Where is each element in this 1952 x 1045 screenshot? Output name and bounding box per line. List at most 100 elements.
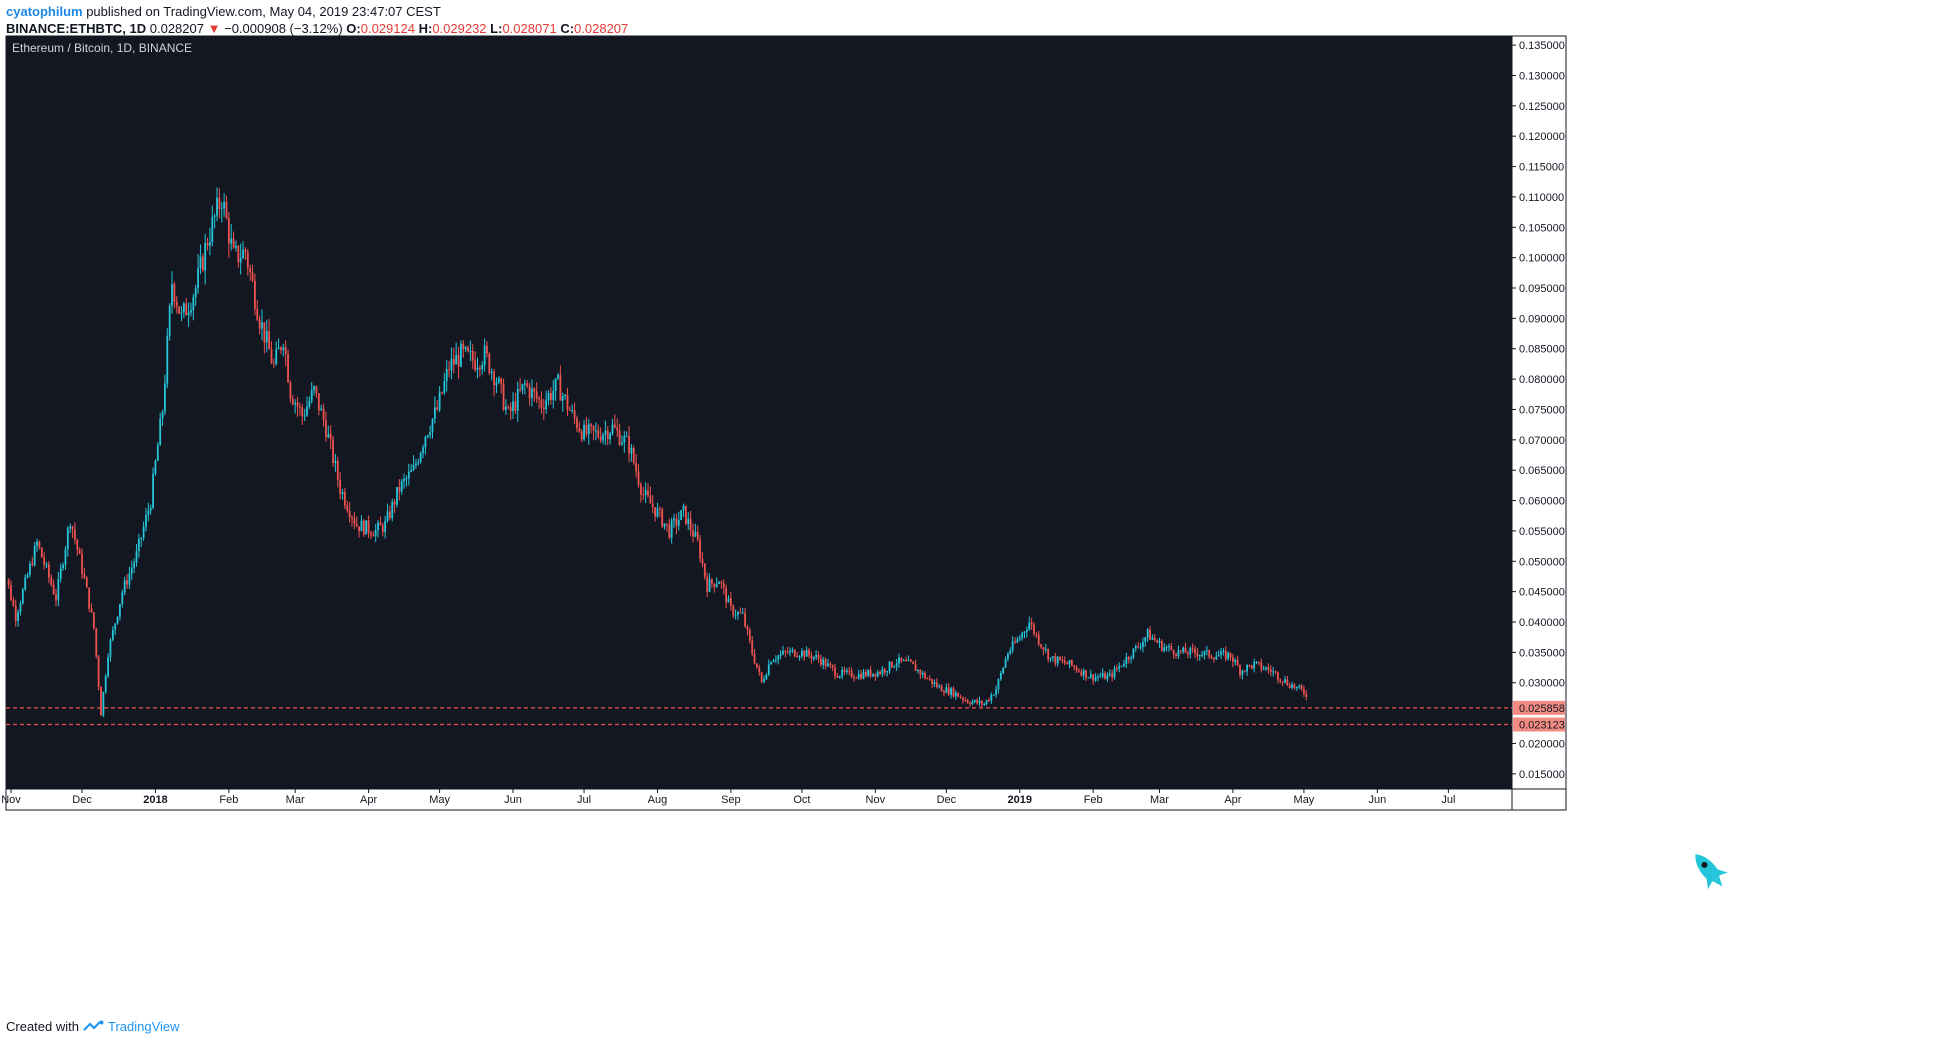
candle-body (715, 583, 718, 587)
candle-down (1179, 650, 1182, 654)
candle-up (718, 580, 720, 585)
candle-up (199, 244, 202, 275)
candle-body (642, 494, 645, 496)
candle-body (857, 673, 860, 679)
y-tick-label: 0.135000 (1519, 40, 1565, 52)
candle-down (654, 507, 656, 522)
candle-up (734, 609, 737, 620)
candle-down (284, 340, 287, 367)
candle-body (635, 462, 638, 472)
candle-up (64, 546, 67, 570)
candle-up (1241, 669, 1244, 680)
candle-body (722, 583, 725, 588)
candle-body (514, 401, 517, 411)
candle-down (348, 502, 351, 523)
candle-up (767, 659, 770, 677)
candle-body (43, 557, 46, 565)
candle-body (1021, 633, 1024, 638)
low-value: 0.028071 (502, 21, 557, 36)
y-tick-label: 0.070000 (1519, 435, 1565, 447)
candle-down (824, 657, 827, 670)
candle-up (1222, 648, 1225, 656)
candle-down (507, 404, 510, 410)
candle-body (703, 563, 706, 577)
candle-body (407, 471, 410, 479)
candle-up (168, 303, 171, 341)
candle-body (644, 490, 647, 495)
candle-body (701, 558, 704, 564)
candle-down (751, 635, 754, 657)
candle-down (725, 584, 728, 609)
candle-up (294, 399, 297, 414)
candle-body (367, 520, 370, 533)
candle-body (1231, 657, 1234, 662)
candle-body (959, 696, 962, 698)
rocket-icon (1695, 854, 1728, 890)
candle-body (493, 371, 495, 386)
candle-up (133, 558, 136, 574)
candle-body (602, 434, 604, 441)
candle-up (774, 655, 777, 664)
candle-up (1007, 652, 1009, 662)
candle-body (204, 242, 207, 271)
candle-body (225, 201, 228, 219)
candle-body (1030, 622, 1033, 625)
candle-body (838, 676, 841, 678)
candle-down (1258, 661, 1260, 666)
y-tick-label: 0.095000 (1519, 283, 1565, 295)
candle-down (1260, 658, 1263, 673)
candle-body (760, 672, 763, 683)
candle-down (550, 387, 552, 405)
candle-body (680, 510, 683, 520)
candle-down (175, 296, 178, 314)
candle-up (111, 626, 114, 642)
candle-body (145, 514, 147, 528)
candle-body (29, 563, 31, 575)
candle-up (907, 655, 910, 662)
candle-up (320, 404, 323, 411)
candle-down (784, 649, 787, 658)
author-link[interactable]: cyatophilum (6, 4, 83, 19)
candle-body (552, 391, 555, 400)
candle-up (999, 670, 1002, 681)
candle-body (107, 657, 109, 676)
candle-body (1016, 639, 1019, 643)
candle-down (178, 306, 181, 315)
candle-up (893, 665, 896, 669)
candle-body (1007, 653, 1009, 660)
candle-up (1106, 672, 1109, 683)
candle-down (388, 505, 391, 521)
y-tick-label: 0.120000 (1519, 131, 1565, 143)
candle-down (1250, 664, 1253, 670)
candle-body (12, 600, 15, 606)
candle-body (751, 640, 754, 654)
candle-up (1139, 642, 1142, 651)
candle-down (890, 661, 893, 669)
candle-body (291, 398, 294, 405)
candle-down (270, 341, 273, 364)
candle-down (729, 592, 732, 611)
candle-up (419, 451, 422, 464)
candle-body (1191, 648, 1194, 650)
candle-up (145, 508, 147, 532)
candle-body (36, 541, 38, 546)
candle-up (1132, 648, 1135, 660)
candle-up (360, 515, 363, 532)
candle-down (185, 297, 188, 316)
candle-up (142, 521, 145, 542)
candle-body (1087, 677, 1090, 679)
candle-body (793, 649, 796, 657)
tradingview-link[interactable]: TradingView (108, 1019, 180, 1034)
candle-body (1146, 629, 1149, 638)
candle-up (403, 473, 405, 489)
candle-down (976, 698, 979, 705)
candle-down (855, 676, 858, 679)
candle-body (50, 577, 53, 585)
candle-body (1241, 670, 1244, 675)
candle-down (914, 659, 917, 672)
candle-body (405, 478, 408, 480)
candle-body (443, 380, 446, 393)
rocket-window (1701, 861, 1708, 868)
candle-down (478, 365, 481, 377)
